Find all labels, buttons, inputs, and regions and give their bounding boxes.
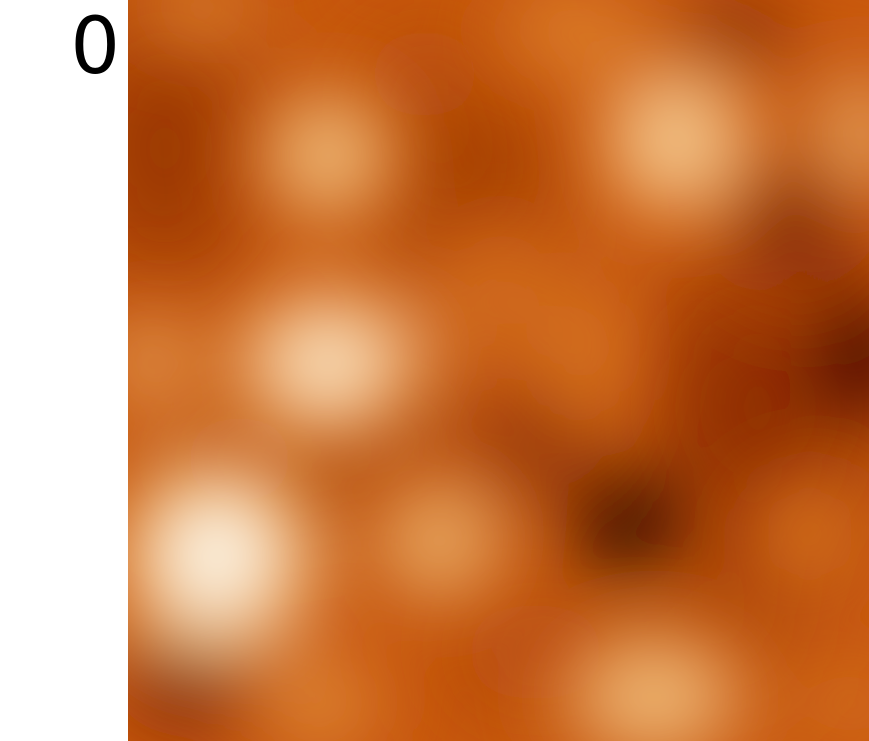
- heatmap-feature-core: [561, 296, 614, 401]
- heatmap-feature-core: [748, 175, 842, 269]
- heatmap-feature-core: [520, 3, 625, 56]
- heatmap-feature-core: [778, 502, 841, 565]
- heatmap-peak: [240, 643, 401, 741]
- heatmap-feature-core: [145, 658, 229, 721]
- heatmap-peak: [349, 460, 530, 621]
- heatmap-peak: [801, 43, 869, 224]
- heatmap-peak: [472, 0, 673, 80]
- heatmap-feature-core: [629, 94, 724, 188]
- heatmap-feature-core: [830, 319, 869, 392]
- heatmap-peak: [534, 616, 775, 741]
- heatmap-trough: [801, 285, 869, 426]
- heatmap-feature-core: [457, 254, 540, 338]
- heatmap-peak: [128, 293, 211, 434]
- heatmap-base-blob: [128, 0, 254, 297]
- heatmap-feature-core: [699, 3, 772, 56]
- heatmap-feature-core: [286, 114, 370, 198]
- heatmap-peak: [586, 50, 767, 231]
- heatmap-feature-core: [276, 321, 380, 405]
- heatmap-feature-core: [828, 678, 869, 730]
- heatmap-peak: [749, 473, 869, 594]
- heatmap-peak: [128, 0, 283, 48]
- heatmap-feature-core: [494, 413, 578, 476]
- heatmap-feature-core: [593, 487, 656, 550]
- heatmap-peak: [228, 283, 429, 444]
- heatmap-peak: [804, 653, 869, 741]
- heatmap-feature-core: [160, 0, 244, 29]
- heatmap-plot: [128, 0, 869, 741]
- heatmap-peak: [248, 75, 409, 236]
- heatmap-peak: [537, 248, 638, 449]
- heatmap-trough: [564, 458, 685, 579]
- heatmap-feature-layer: [128, 0, 869, 741]
- y-tick-label: 0: [70, 2, 120, 92]
- heatmap-trough: [128, 629, 268, 741]
- heatmap-peak: [128, 455, 317, 656]
- heatmap-feature-core: [591, 655, 717, 739]
- heatmap-feature-core: [830, 86, 869, 181]
- heatmap-feature-core: [392, 499, 486, 583]
- heatmap-feature-core: [128, 326, 182, 400]
- heatmap-feature-core: [279, 672, 363, 736]
- heatmap-feature-core: [165, 503, 269, 608]
